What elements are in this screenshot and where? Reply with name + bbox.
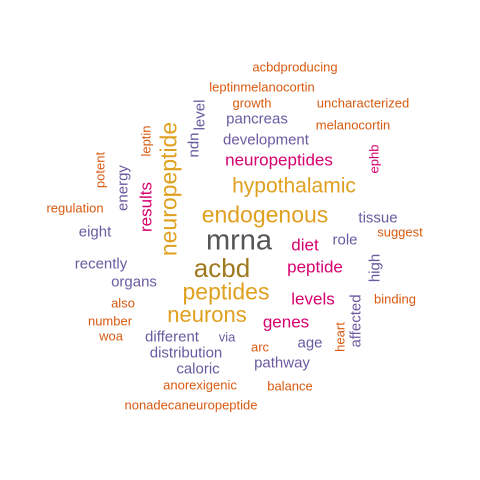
word-mrna: mrna <box>205 224 273 257</box>
word-binding: binding <box>374 291 416 307</box>
word-neurons: neurons <box>167 302 247 327</box>
word-endogenous: endogenous <box>201 201 329 228</box>
word-heart: heart <box>332 322 348 352</box>
word-diet: diet <box>291 235 319 255</box>
word-via: via <box>218 329 236 345</box>
word-nonadecaneuropeptide: nonadecaneuropeptide <box>124 397 258 413</box>
word-genes: genes <box>262 312 310 332</box>
word-affected: affected <box>347 294 365 348</box>
word-role: role <box>332 231 358 249</box>
word-recently: recently <box>74 255 128 273</box>
word-melanocortin: melanocortin <box>315 117 391 133</box>
word-leptin: leptin <box>138 125 154 157</box>
word-development: development <box>223 131 309 149</box>
word-woa: woa <box>99 328 123 344</box>
word-regulation: regulation <box>46 200 104 216</box>
word-pathway: pathway <box>254 354 310 372</box>
word-potent: potent <box>92 151 108 189</box>
word-also: also <box>111 295 135 311</box>
word-ndn: ndn <box>185 132 203 158</box>
word-eight: eight <box>78 223 112 241</box>
word-neuropeptide: neuropeptide <box>155 121 182 257</box>
word-organs: organs <box>111 273 157 291</box>
word-leptinmelanocortin: leptinmelanocortin <box>209 79 315 95</box>
word-growth: growth <box>232 95 272 111</box>
word-ephb: ephb <box>366 144 382 174</box>
word-arc: arc <box>250 339 270 355</box>
word-results: results <box>136 181 156 233</box>
word-peptide: peptide <box>287 257 343 277</box>
word-levels: levels <box>291 289 335 309</box>
word-distribution: distribution <box>149 344 223 362</box>
word-suggest: suggest <box>377 224 423 240</box>
word-peptides: peptides <box>182 278 270 305</box>
word-balance: balance <box>267 378 313 394</box>
word-pancreas: pancreas <box>226 110 288 128</box>
word-high: high <box>366 253 384 283</box>
word-acbd: acbd <box>193 253 251 283</box>
word-uncharacterized: uncharacterized <box>316 95 410 111</box>
word-caloric: caloric <box>176 360 220 378</box>
word-anorexigenic: anorexigenic <box>163 377 237 393</box>
word-number: number <box>87 313 133 329</box>
word-tissue: tissue <box>358 209 398 227</box>
word-acbdproducing: acbdproducing <box>252 59 338 75</box>
word-neuropeptides: neuropeptides <box>225 150 333 170</box>
word-age: age <box>297 334 323 352</box>
word-energy: energy <box>114 165 132 211</box>
word-hypothalamic: hypothalamic <box>232 174 356 198</box>
word-level: level <box>191 99 209 131</box>
word-different: different <box>145 328 199 346</box>
